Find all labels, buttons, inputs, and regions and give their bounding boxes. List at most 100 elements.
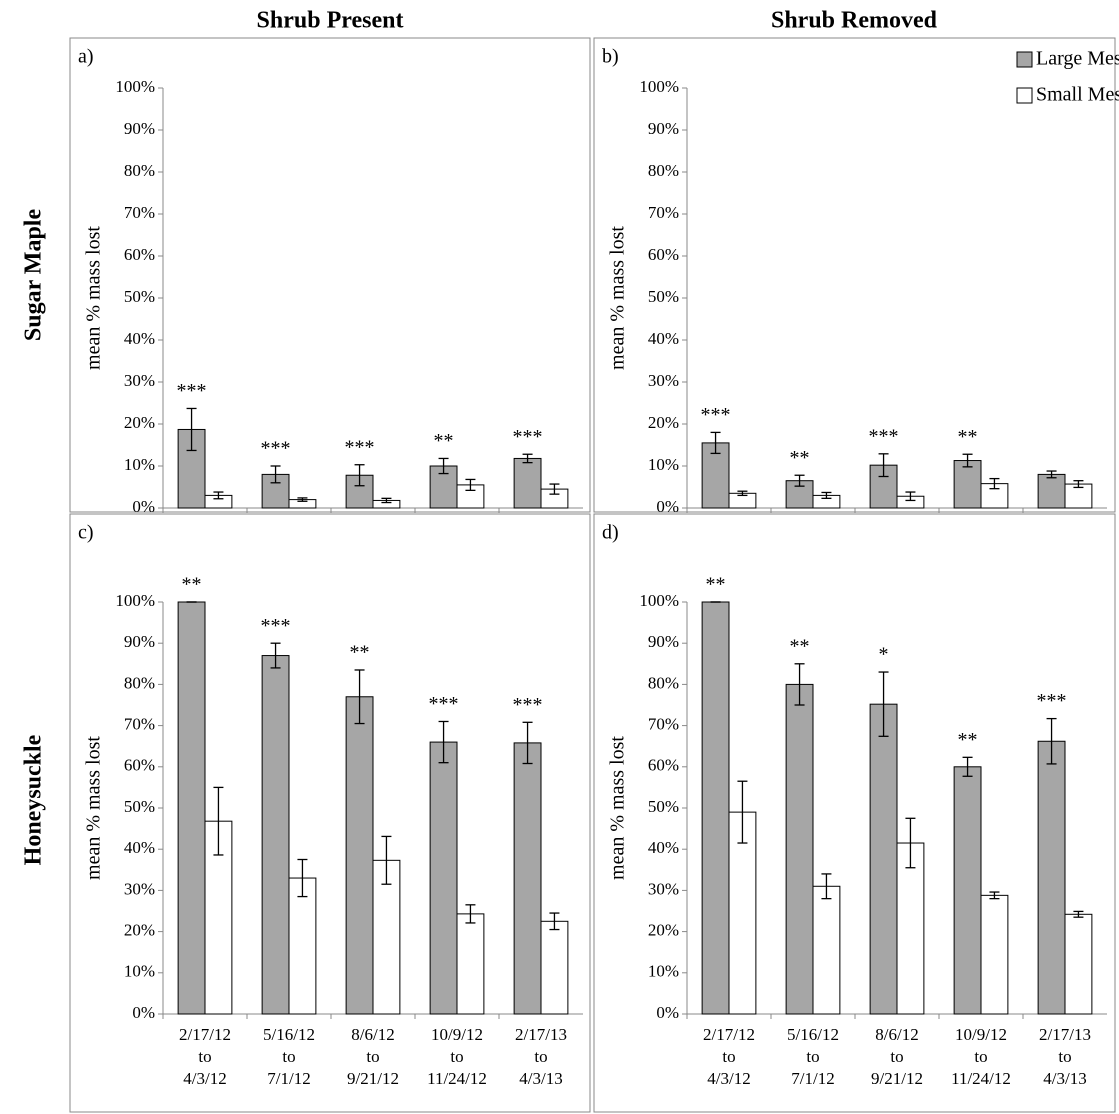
y-tick-label: 70% xyxy=(124,715,155,734)
y-tick-label: 40% xyxy=(648,838,679,857)
bar xyxy=(785,683,814,1015)
y-axis-label: mean % mass lost xyxy=(83,226,105,370)
y-tick-label: 100% xyxy=(639,591,679,610)
x-tick-label: 8/6/12 to 9/21/12 xyxy=(347,1025,399,1088)
significance-label: *** xyxy=(261,615,291,637)
y-tick-label: 0% xyxy=(656,497,679,516)
bar xyxy=(288,877,317,1015)
bar xyxy=(896,842,925,1015)
bar xyxy=(728,811,757,1015)
y-tick-label: 10% xyxy=(648,962,679,981)
legend-label: Large Mesh xyxy=(1036,48,1119,70)
panel-frame xyxy=(69,37,591,513)
significance-label: *** xyxy=(345,436,375,458)
y-tick-label: 0% xyxy=(132,497,155,516)
y-tick-label: 30% xyxy=(648,371,679,390)
bar xyxy=(1037,473,1066,509)
x-tick-label-line: 4/3/13 xyxy=(1043,1069,1086,1088)
panel-label: b) xyxy=(602,46,619,68)
y-tick-label: 80% xyxy=(124,161,155,180)
y-tick-label: 70% xyxy=(648,203,679,222)
significance-label: ** xyxy=(790,447,810,469)
y-tick-label: 50% xyxy=(124,797,155,816)
x-tick-label: 10/9/12 to 11/24/12 xyxy=(951,1025,1011,1088)
y-tick-label: 40% xyxy=(124,838,155,857)
y-tick-label: 80% xyxy=(648,161,679,180)
x-tick-label-line: to xyxy=(282,1047,295,1066)
x-tick-label-line: to xyxy=(450,1047,463,1066)
bar xyxy=(345,696,374,1015)
x-tick-label-line: 2/17/12 xyxy=(703,1025,755,1044)
x-tick-label-line: to xyxy=(806,1047,819,1066)
x-tick-label-line: 4/3/12 xyxy=(707,1069,750,1088)
x-tick-label: 2/17/13 to 4/3/13 xyxy=(515,1025,567,1088)
legend-swatch xyxy=(1016,51,1033,68)
x-tick-label-line: to xyxy=(534,1047,547,1066)
y-tick-label: 80% xyxy=(648,673,679,692)
x-tick-label-line: 4/3/13 xyxy=(519,1069,562,1088)
panel-frame xyxy=(593,37,1116,513)
panel-label: a) xyxy=(78,46,94,68)
y-tick-label: 30% xyxy=(124,371,155,390)
x-tick-label-line: 10/9/12 xyxy=(431,1025,483,1044)
x-tick-label-line: 9/21/12 xyxy=(347,1069,399,1088)
significance-label: ** xyxy=(350,642,370,664)
y-axis-label: mean % mass lost xyxy=(83,736,105,880)
significance-label: ** xyxy=(182,574,202,596)
y-tick-label: 50% xyxy=(648,797,679,816)
significance-label: ** xyxy=(958,426,978,448)
x-tick-label-line: 11/24/12 xyxy=(427,1069,487,1088)
bar xyxy=(540,920,569,1015)
y-tick-label: 60% xyxy=(124,756,155,775)
y-tick-label: 60% xyxy=(648,245,679,264)
y-tick-label: 20% xyxy=(124,413,155,432)
bar xyxy=(785,480,814,509)
significance-label: *** xyxy=(513,694,543,716)
y-tick-label: 70% xyxy=(124,203,155,222)
y-tick-label: 50% xyxy=(648,287,679,306)
panel-label: c) xyxy=(78,522,94,544)
y-axis-label: mean % mass lost xyxy=(607,226,629,370)
y-tick-label: 100% xyxy=(639,77,679,96)
bar xyxy=(1037,740,1066,1015)
significance-label: *** xyxy=(177,380,207,402)
y-tick-label: 10% xyxy=(124,962,155,981)
x-tick-label-line: 7/1/12 xyxy=(267,1069,310,1088)
row-title: Sugar Maple xyxy=(21,209,47,342)
y-tick-label: 20% xyxy=(124,921,155,940)
column-title: Shrub Present xyxy=(257,8,404,34)
y-tick-label: 100% xyxy=(115,77,155,96)
x-tick-label: 2/17/12 to 4/3/12 xyxy=(179,1025,231,1088)
bar xyxy=(429,741,458,1015)
significance-label: * xyxy=(879,644,889,666)
panel-label: d) xyxy=(602,522,619,544)
x-tick-label-line: to xyxy=(1058,1047,1071,1066)
x-tick-label-line: 10/9/12 xyxy=(955,1025,1007,1044)
significance-label: ** xyxy=(790,635,810,657)
significance-label: *** xyxy=(429,693,459,715)
x-tick-label-line: 5/16/12 xyxy=(263,1025,315,1044)
x-tick-label: 5/16/12 to 7/1/12 xyxy=(263,1025,315,1088)
significance-label: *** xyxy=(513,426,543,448)
bar xyxy=(261,655,290,1015)
significance-label: *** xyxy=(261,438,291,460)
y-tick-label: 70% xyxy=(648,715,679,734)
x-tick-label-line: 8/6/12 xyxy=(351,1025,394,1044)
x-tick-label-line: 9/21/12 xyxy=(871,1069,923,1088)
x-tick-label-line: to xyxy=(198,1047,211,1066)
x-tick-label: 5/16/12 to 7/1/12 xyxy=(787,1025,839,1088)
x-tick-label-line: 8/6/12 xyxy=(875,1025,918,1044)
significance-label: ** xyxy=(434,430,454,452)
x-tick-label-line: 2/17/12 xyxy=(179,1025,231,1044)
bar xyxy=(953,460,982,509)
column-title: Shrub Removed xyxy=(771,8,938,34)
y-tick-label: 60% xyxy=(124,245,155,264)
x-tick-label: 2/17/13 to 4/3/13 xyxy=(1039,1025,1091,1088)
x-tick-label: 8/6/12 to 9/21/12 xyxy=(871,1025,923,1088)
y-tick-label: 20% xyxy=(648,921,679,940)
y-tick-label: 90% xyxy=(124,632,155,651)
y-tick-label: 80% xyxy=(124,673,155,692)
y-tick-label: 30% xyxy=(124,879,155,898)
x-tick-label-line: 4/3/12 xyxy=(183,1069,226,1088)
